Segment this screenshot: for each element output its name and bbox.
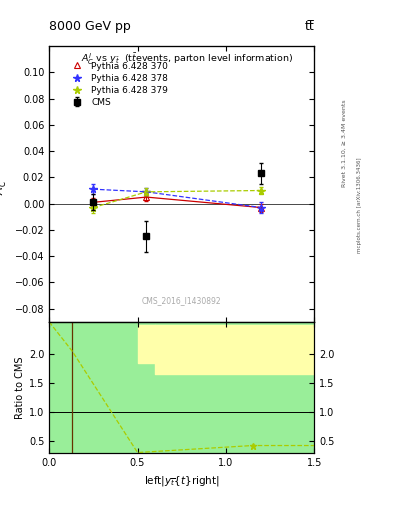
Text: CMS_2016_I1430892: CMS_2016_I1430892 [142,296,222,305]
Pythia 6.428 378 [91,186,96,193]
Pythia 6.428 379 [91,204,96,210]
Y-axis label: Ratio to CMS: Ratio to CMS [15,356,25,419]
Text: tt̅: tt̅ [305,20,314,33]
Line: Pythia 6.428 379: Pythia 6.428 379 [90,187,265,211]
Text: Rivet 3.1.10, ≥ 3.4M events: Rivet 3.1.10, ≥ 3.4M events [342,99,346,187]
Text: $A_C^l$ vs $y_{\bar{t}}$  (t$\bar{t}$events, parton level information): $A_C^l$ vs $y_{\bar{t}}$ (t$\bar{t}$even… [81,52,293,67]
Text: 8000 GeV pp: 8000 GeV pp [49,20,131,33]
Pythia 6.428 379 [144,189,149,195]
Pythia 6.428 370 [259,204,264,210]
Line: Pythia 6.428 370: Pythia 6.428 370 [90,194,264,211]
Line: Pythia 6.428 378: Pythia 6.428 378 [90,185,265,211]
X-axis label: left$|y_{\overline{t}}\{t\}$right$|$: left$|y_{\overline{t}}\{t\}$right$|$ [144,474,220,487]
Pythia 6.428 378 [144,189,149,195]
Pythia 6.428 379 [259,187,264,194]
Text: mcplots.cern.ch [arXiv:1306.3436]: mcplots.cern.ch [arXiv:1306.3436] [357,157,362,252]
Legend: Pythia 6.428 370, Pythia 6.428 378, Pythia 6.428 379, CMS: Pythia 6.428 370, Pythia 6.428 378, Pyth… [64,59,171,110]
Y-axis label: $A_C^{lep}$: $A_C^{lep}$ [0,173,11,195]
Pythia 6.428 370 [91,199,96,205]
Pythia 6.428 370 [144,194,149,200]
Pythia 6.428 378 [259,204,264,210]
